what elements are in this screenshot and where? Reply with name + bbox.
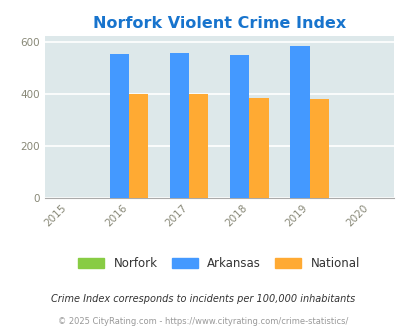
Bar <box>290 46 309 198</box>
Bar <box>189 94 208 198</box>
Bar <box>230 55 249 198</box>
Text: Crime Index corresponds to incidents per 100,000 inhabitants: Crime Index corresponds to incidents per… <box>51 294 354 304</box>
Bar <box>109 54 129 198</box>
Legend: Norfork, Arkansas, National: Norfork, Arkansas, National <box>73 252 364 275</box>
Title: Norfork Violent Crime Index: Norfork Violent Crime Index <box>92 16 345 31</box>
Bar <box>129 94 148 198</box>
Bar <box>169 53 189 198</box>
Bar <box>309 99 328 198</box>
Text: © 2025 CityRating.com - https://www.cityrating.com/crime-statistics/: © 2025 CityRating.com - https://www.city… <box>58 317 347 326</box>
Bar <box>249 98 268 198</box>
